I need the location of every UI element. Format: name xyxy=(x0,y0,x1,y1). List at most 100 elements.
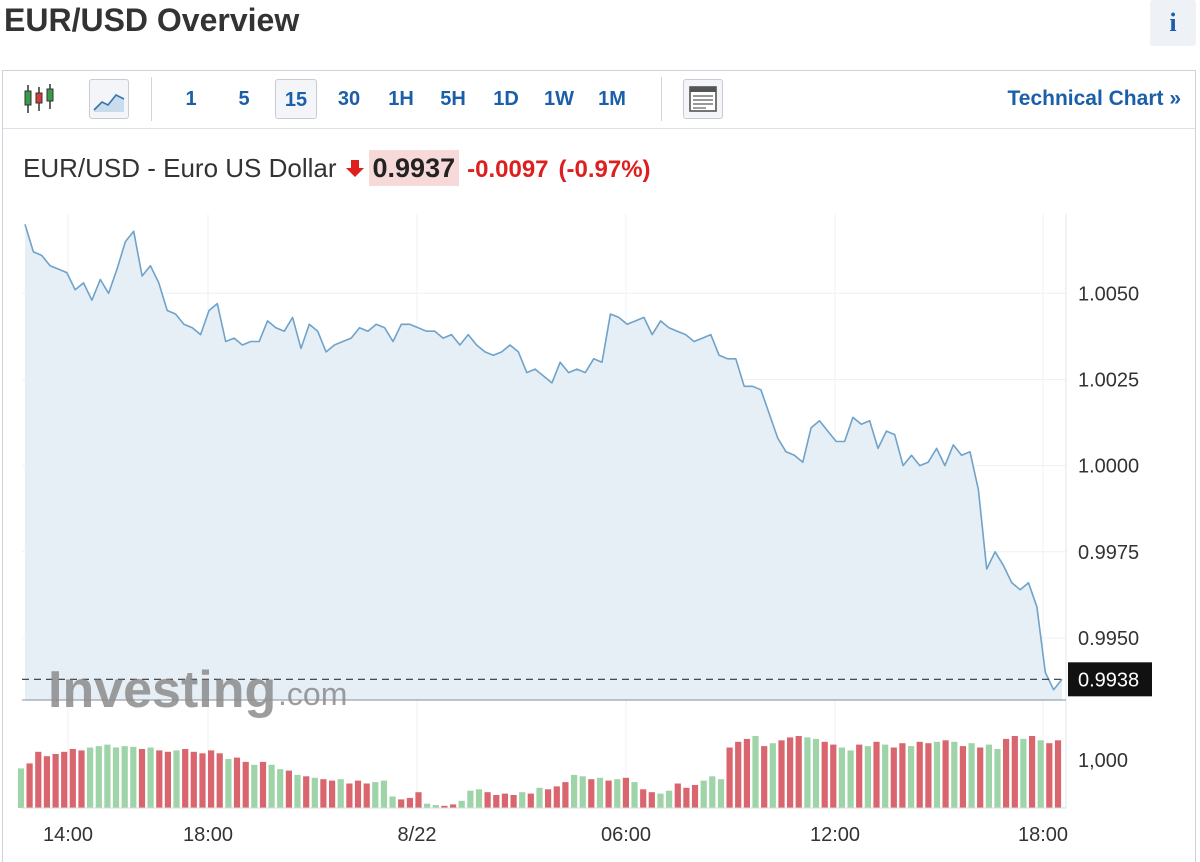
volume-bar xyxy=(26,763,33,808)
volume-bar xyxy=(596,777,604,808)
volume-bar xyxy=(951,741,958,808)
volume-bar xyxy=(1029,736,1036,808)
interval-30[interactable]: 30 xyxy=(337,88,361,110)
volume-bar xyxy=(156,750,163,808)
volume-bar xyxy=(337,779,344,808)
interval-1[interactable]: 1 xyxy=(185,88,197,110)
volume-bar xyxy=(164,751,171,808)
volume-bar xyxy=(130,746,137,808)
page-title: EUR/USD Overview xyxy=(4,2,300,38)
volume-bar xyxy=(726,747,733,808)
volume-bar xyxy=(475,789,483,808)
candlestick-icon[interactable] xyxy=(19,79,59,119)
volume-bar xyxy=(588,779,595,808)
x-tick-label: 06:00 xyxy=(601,824,651,846)
volume-bar xyxy=(804,737,811,808)
volume-bar xyxy=(441,805,448,808)
volume-bar xyxy=(501,793,508,808)
volume-bar xyxy=(277,769,284,808)
volume-bar xyxy=(346,783,353,808)
interval-5h[interactable]: 5H xyxy=(440,88,466,110)
volume-axis-label: 1,000 xyxy=(1078,750,1128,772)
volume-bar xyxy=(536,787,543,808)
volume-bar xyxy=(691,785,699,808)
volume-bar xyxy=(527,793,534,808)
volume-bar xyxy=(251,764,258,808)
volume-bar xyxy=(553,786,560,808)
interval-1h[interactable]: 1H xyxy=(388,88,414,110)
interval-15[interactable]: 15 xyxy=(275,79,317,119)
volume-bar xyxy=(925,743,932,808)
volume-bar xyxy=(761,746,768,808)
volume-bar xyxy=(87,747,94,808)
data-table-icon[interactable] xyxy=(683,79,723,119)
volume-bar xyxy=(571,774,578,808)
interval-1m[interactable]: 1M xyxy=(598,88,626,110)
interval-5[interactable]: 5 xyxy=(238,88,250,110)
volume-bar xyxy=(985,744,992,808)
volume-bar xyxy=(562,782,569,808)
volume-bar xyxy=(743,738,750,808)
volume-bar xyxy=(778,740,785,808)
last-price: 0.9937 xyxy=(368,150,460,186)
info-button[interactable]: i xyxy=(1150,0,1196,46)
volume-bar xyxy=(467,790,474,808)
volume-bar xyxy=(268,764,275,808)
volume-bar xyxy=(579,776,586,808)
volume-bar xyxy=(493,795,500,808)
volume-bar xyxy=(208,750,215,808)
volume-bar xyxy=(424,803,431,808)
volume-bar xyxy=(631,782,638,808)
volume-bar xyxy=(380,780,387,808)
volume-bar xyxy=(35,751,42,808)
volume-bar xyxy=(432,805,439,808)
y-tick-label: 1.0025 xyxy=(1078,369,1139,391)
volume-bar xyxy=(1020,738,1027,808)
volume-bar xyxy=(199,753,206,808)
last-price-tag-label: 0.9938 xyxy=(1078,669,1139,691)
volume-bar xyxy=(415,792,422,808)
volume-bar xyxy=(519,792,526,808)
interval-1d[interactable]: 1D xyxy=(493,88,519,110)
volume-bar xyxy=(43,756,50,808)
toolbar-divider xyxy=(661,77,662,121)
volume-bar xyxy=(104,744,111,808)
volume-bar xyxy=(700,780,707,808)
chart-widget: 1 5 15 30 1H 5H 1D 1W 1M Technical Chart… xyxy=(2,70,1196,862)
volume-bar xyxy=(614,779,621,808)
volume-bar xyxy=(890,747,897,808)
volume-bar xyxy=(882,744,889,808)
volume-bar xyxy=(17,768,25,808)
instrument-name: EUR/USD - Euro US Dollar xyxy=(23,153,337,183)
volume-bar xyxy=(977,747,984,808)
interval-1w[interactable]: 1W xyxy=(544,88,574,110)
y-tick-label: 0.9975 xyxy=(1078,542,1139,564)
price-change-percent: (-0.97%) xyxy=(558,156,651,183)
volume-bar xyxy=(242,761,249,808)
volume-bar xyxy=(320,779,327,808)
volume-bar xyxy=(873,741,880,808)
x-tick-label: 14:00 xyxy=(43,824,93,846)
volume-bar xyxy=(389,796,396,808)
y-tick-label: 1.0050 xyxy=(1078,283,1139,305)
price-change: -0.0097 xyxy=(467,156,549,183)
volume-bar xyxy=(69,749,76,808)
price-area-fill xyxy=(25,224,1062,701)
volume-bar xyxy=(1011,736,1018,808)
area-chart-icon[interactable] xyxy=(89,79,129,119)
volume-bar xyxy=(864,746,871,808)
technical-chart-link[interactable]: Technical Chart » xyxy=(1007,87,1182,110)
volume-bar xyxy=(605,780,612,808)
x-tick-label: 12:00 xyxy=(810,824,860,846)
volume-bar xyxy=(812,738,820,808)
volume-bar xyxy=(61,751,68,808)
volume-bar xyxy=(311,777,318,808)
volume-bar xyxy=(640,789,647,808)
volume-bar xyxy=(363,783,370,808)
volume-bar xyxy=(112,747,120,808)
volume-bar xyxy=(233,757,241,808)
volume-bar xyxy=(329,780,336,808)
volume-bars xyxy=(17,736,1066,809)
volume-bar xyxy=(838,747,845,808)
